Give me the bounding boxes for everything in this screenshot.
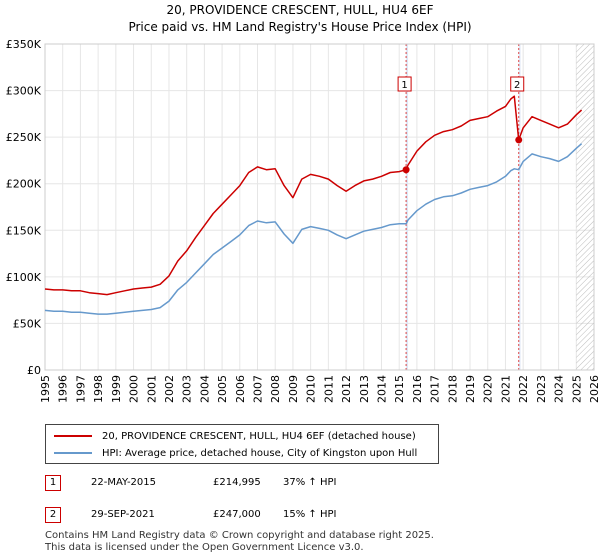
chart-title-address: 20, PROVIDENCE CRESCENT, HULL, HU4 6EF — [166, 3, 434, 17]
x-tick-label: 2021 — [499, 375, 512, 403]
transaction-badge: 2 — [45, 507, 61, 523]
sale-point — [402, 166, 410, 174]
y-tick-label: £0 — [27, 364, 41, 377]
legend-label-property: 20, PROVIDENCE CRESCENT, HULL, HU4 6EF (… — [102, 430, 416, 442]
plot-area — [45, 44, 594, 370]
x-tick-label: 2006 — [234, 375, 247, 403]
x-tick-label: 1996 — [57, 375, 70, 403]
y-tick-label: £250K — [6, 131, 42, 144]
x-tick-label: 2004 — [198, 375, 211, 403]
y-tick-label: £350K — [6, 38, 42, 51]
x-tick-label: 2026 — [588, 375, 600, 403]
y-tick-label: £50K — [13, 317, 42, 330]
transaction-badge: 1 — [45, 475, 61, 491]
x-tick-label: 2024 — [553, 375, 566, 403]
x-tick-label: 2020 — [482, 375, 495, 403]
x-tick-label: 2003 — [181, 375, 194, 403]
sale-badge-label: 2 — [514, 80, 520, 91]
transaction-price: £247,000 — [213, 509, 261, 520]
x-tick-label: 2012 — [340, 375, 353, 403]
x-tick-label: 1999 — [110, 375, 123, 403]
transaction-hpi-change: 15% ↑ HPI — [283, 509, 337, 520]
sale-point — [515, 136, 523, 144]
x-tick-label: 2001 — [145, 375, 158, 403]
x-tick-label: 1997 — [74, 375, 87, 403]
transaction-date: 22-MAY-2015 — [91, 477, 157, 488]
forecast-hatch — [576, 44, 594, 370]
x-tick-label: 2023 — [535, 375, 548, 403]
x-tick-label: 2008 — [269, 375, 282, 403]
transaction-date: 29-SEP-2021 — [91, 509, 155, 520]
x-tick-label: 2017 — [429, 375, 442, 403]
y-tick-label: £100K — [6, 271, 42, 284]
x-tick-label: 2007 — [252, 375, 265, 403]
footer-copyright: Contains HM Land Registry data © Crown c… — [45, 530, 434, 541]
chart-title-subtitle: Price paid vs. HM Land Registry's House … — [128, 20, 472, 34]
sale-badge-label: 1 — [401, 80, 407, 91]
x-tick-label: 2002 — [163, 375, 176, 403]
x-tick-label: 2022 — [517, 375, 530, 403]
footer-licence: This data is licensed under the Open Gov… — [45, 542, 364, 553]
x-tick-label: 2014 — [375, 375, 388, 403]
y-tick-label: £150K — [6, 224, 42, 237]
legend-item-hpi: HPI: Average price, detached house, City… — [54, 445, 417, 461]
x-tick-label: 2009 — [287, 375, 300, 403]
x-tick-label: 2005 — [216, 375, 229, 403]
x-tick-label: 1995 — [39, 375, 52, 403]
legend-label-hpi: HPI: Average price, detached house, City… — [102, 447, 418, 459]
transaction-hpi-change: 37% ↑ HPI — [283, 477, 337, 488]
y-tick-label: £200K — [6, 178, 42, 191]
x-tick-label: 2013 — [358, 375, 371, 403]
shaded-region — [518, 44, 521, 370]
x-tick-label: 2016 — [411, 375, 424, 403]
legend-swatch-hpi — [54, 452, 92, 454]
x-tick-label: 2019 — [464, 375, 477, 403]
plot-frame — [44, 43, 595, 371]
x-tick-label: 1998 — [92, 375, 105, 403]
x-tick-label: 2015 — [393, 375, 406, 403]
shaded-region — [406, 44, 409, 370]
legend-swatch-property — [54, 435, 92, 437]
sale-badge — [397, 76, 412, 92]
x-tick-label: 2011 — [322, 375, 335, 403]
x-tick-label: 2010 — [305, 375, 318, 403]
x-tick-label: 2025 — [570, 375, 583, 403]
price-chart: £0 £50K £100K £150K £200K £250K £300K £350K 1995… — [6, 38, 600, 403]
hpi-series-line — [44, 143, 583, 315]
x-tick-label: 2018 — [446, 375, 459, 403]
property-series-line — [44, 95, 583, 296]
transaction-price: £214,995 — [213, 477, 261, 488]
legend-item-property: 20, PROVIDENCE CRESCENT, HULL, HU4 6EF (… — [54, 428, 416, 444]
sale-badge — [510, 76, 525, 92]
x-tick-label: 2000 — [128, 375, 141, 403]
chart-legend: 20, PROVIDENCE CRESCENT, HULL, HU4 6EF (… — [45, 424, 439, 464]
y-tick-label: £300K — [6, 85, 42, 98]
